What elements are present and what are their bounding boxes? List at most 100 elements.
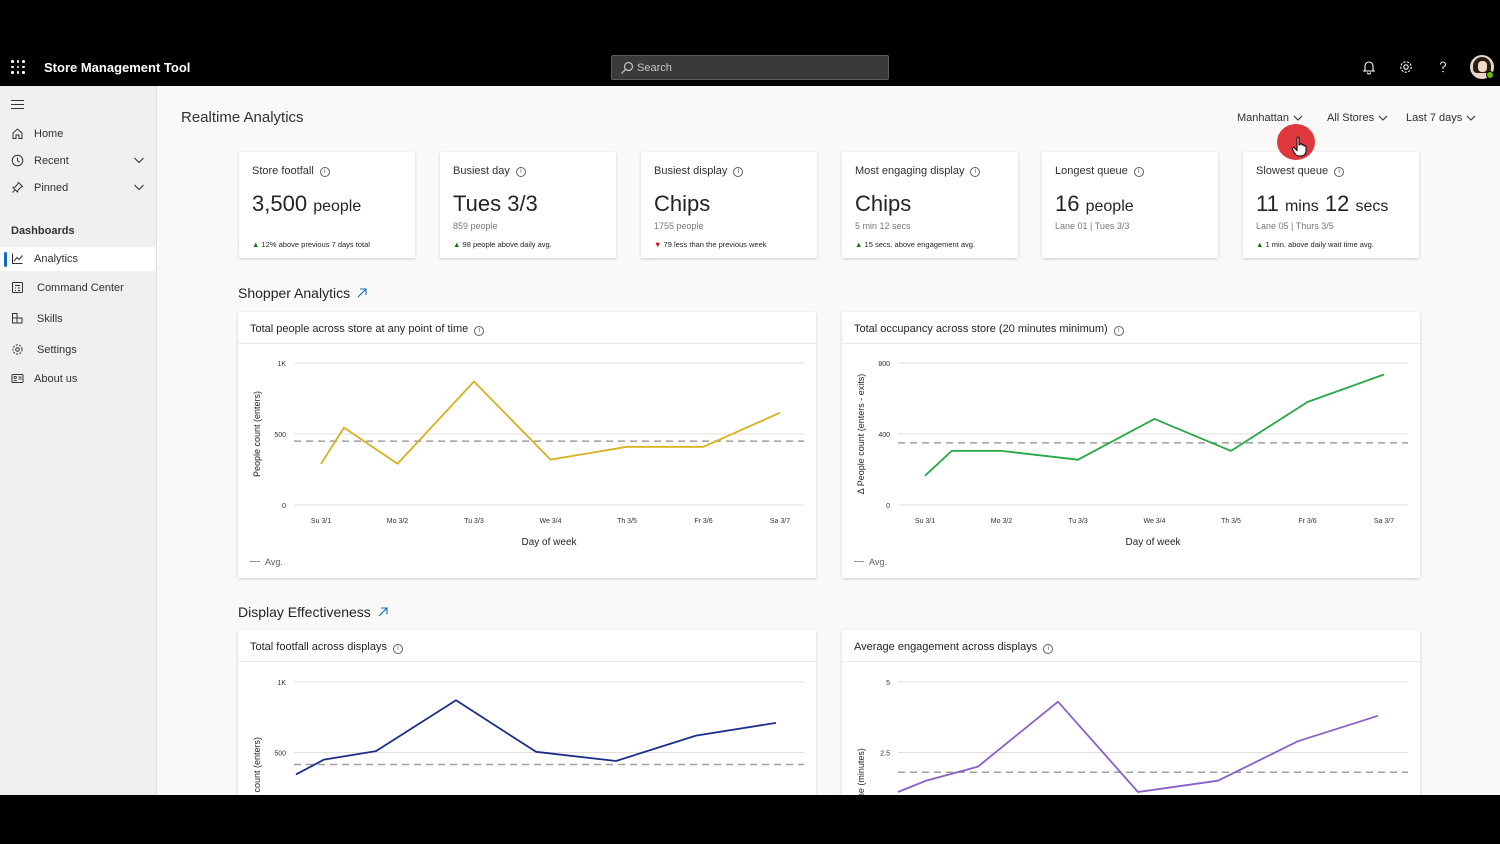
kpi-value: Tues 3/3 <box>453 191 538 216</box>
chart-card-display-engagement: Average engagement across displays i 2.5 5… <box>842 630 1420 795</box>
gear-icon[interactable] <box>1398 59 1414 75</box>
line-chart: 500 1K People count (enters) <box>252 680 804 795</box>
section-title-display-effectiveness[interactable]: Display Effectiveness <box>238 604 389 620</box>
line-chart: 2.5 5 Time (minutes) <box>856 680 1408 795</box>
sidebar-item-label: Pinned <box>34 182 69 194</box>
sidebar-item-home[interactable]: Home <box>0 122 156 146</box>
clock-icon <box>11 154 24 167</box>
x-tick-label: Tu 3/3 <box>1068 518 1088 525</box>
sidebar-item-analytics[interactable]: Analytics <box>0 247 156 271</box>
sidebar-item-skills[interactable]: Skills <box>0 307 156 331</box>
kpi-card-slowest-queue: Slowest queue i 11 mins 12 secs Lane 05 |… <box>1243 152 1419 258</box>
x-tick-label: Fr 3/6 <box>1298 518 1316 525</box>
series-line <box>320 380 781 465</box>
pin-icon <box>12 181 24 193</box>
filter-stores-dropdown[interactable]: All Stores <box>1327 112 1388 124</box>
trend-down-icon: ▼ <box>654 240 662 249</box>
info-icon[interactable]: i <box>1133 167 1144 177</box>
help-icon[interactable] <box>1435 59 1451 75</box>
y-tick-label: 800 <box>878 361 890 368</box>
open-external-arrow-icon[interactable] <box>356 287 368 299</box>
letterbox-bottom <box>0 795 1500 844</box>
puzzle-icon <box>12 313 23 324</box>
app-window: Store Management Tool Search Home Recent… <box>0 50 1500 795</box>
chevron-down-icon <box>1466 115 1476 121</box>
chart-card-total-people: Total people across store at any point o… <box>238 312 816 578</box>
sidebar-item-label: About us <box>34 373 78 385</box>
kpi-card-longest-queue: Longest queue i 16 people Lane 01 | Tues … <box>1042 152 1218 258</box>
info-icon[interactable]: i <box>319 167 330 177</box>
chart-legend-avg: Avg. <box>854 557 887 567</box>
kpi-value: Chips <box>855 191 912 216</box>
chart-title: Total occupancy across store (20 minutes… <box>854 323 1124 336</box>
sidebar-section-dashboards: Dashboards <box>11 225 75 237</box>
chevron-down-icon <box>1378 115 1388 121</box>
line-chart: 0 500 1K Su 3/1 Mo 3/2 Tu 3/3 We 3/4 Th 3/5 Fr 3… <box>252 361 804 548</box>
sidebar-item-label: Settings <box>37 344 77 356</box>
y-tick-label: 0 <box>886 503 890 510</box>
series-line <box>295 699 777 776</box>
search-input[interactable]: Search <box>611 55 889 80</box>
series-line <box>924 373 1385 477</box>
kpi-card-busiest-display: Busiest display i Chips 1755 people ▼ 79 … <box>641 152 817 258</box>
chevron-down-icon[interactable] <box>133 154 145 166</box>
sidebar-item-command-center[interactable]: Command Center <box>0 276 156 300</box>
x-tick-label: We 3/4 <box>1143 518 1165 525</box>
kpi-value: 11 mins 12 secs <box>1256 191 1389 216</box>
x-tick-label: Su 3/1 <box>311 518 331 525</box>
filter-label: Manhattan <box>1237 112 1289 124</box>
app-launcher-icon[interactable] <box>11 60 25 74</box>
chevron-down-icon <box>1293 115 1303 121</box>
y-axis-label: People count (enters) <box>252 737 262 795</box>
chart-icon <box>12 253 23 264</box>
kpi-trend: ▲ 15 secs. above engagement avg. <box>855 240 976 249</box>
kpi-title: Store footfall i <box>252 165 330 177</box>
y-tick-label: 0 <box>282 503 286 510</box>
info-icon[interactable]: i <box>474 326 485 336</box>
kpi-title: Busiest day i <box>453 165 526 177</box>
trend-up-icon: ▲ <box>453 240 461 249</box>
notification-bell-icon[interactable] <box>1361 59 1377 75</box>
sidebar-item-settings[interactable]: Settings <box>0 338 156 362</box>
sidebar-item-recent[interactable]: Recent <box>0 149 156 173</box>
section-title-shopper-analytics[interactable]: Shopper Analytics <box>238 285 368 301</box>
kpi-subtext: Lane 01 | Tues 3/3 <box>1055 221 1130 231</box>
kpi-subtext: Lane 05 | Thurs 3/5 <box>1256 221 1334 231</box>
calculator-icon <box>12 282 23 293</box>
kpi-value: Chips <box>654 191 711 216</box>
trend-up-icon: ▲ <box>252 240 260 249</box>
trend-up-icon: ▲ <box>1256 240 1264 249</box>
y-tick-label: 1K <box>277 680 286 687</box>
x-tick-label: Th 3/5 <box>1221 518 1241 525</box>
y-tick-label: 5 <box>886 680 890 687</box>
x-tick-label: Th 3/5 <box>617 518 637 525</box>
info-icon[interactable]: i <box>733 167 744 177</box>
info-icon[interactable]: i <box>970 167 981 177</box>
info-icon[interactable]: i <box>515 167 526 177</box>
contact-card-icon <box>11 374 24 383</box>
hamburger-menu-icon[interactable] <box>11 100 24 112</box>
open-external-arrow-icon[interactable] <box>377 606 389 618</box>
sidebar-item-about-us[interactable]: About us <box>0 367 156 391</box>
filter-date-range-dropdown[interactable]: Last 7 days <box>1406 112 1476 124</box>
info-icon[interactable]: i <box>1113 326 1124 336</box>
kpi-title: Slowest queue i <box>1256 165 1345 177</box>
info-icon[interactable]: i <box>1334 167 1345 177</box>
chart-card-display-footfall: Total footfall across displays i 500 1K Peo… <box>238 630 816 795</box>
chevron-down-icon[interactable] <box>133 181 145 193</box>
chart-title: Average engagement across displays i <box>854 641 1054 654</box>
sidebar-item-label: Skills <box>37 313 63 325</box>
x-tick-label: Sa 3/7 <box>770 518 790 525</box>
info-icon[interactable]: i <box>392 644 403 654</box>
search-icon <box>621 61 634 74</box>
y-tick-label: 2.5 <box>880 751 890 758</box>
chart-title: Total footfall across displays i <box>250 641 403 654</box>
filter-location-dropdown[interactable]: Manhattan <box>1237 112 1303 124</box>
sidebar-item-pinned[interactable]: Pinned <box>0 176 156 200</box>
sidebar-item-label: Analytics <box>34 253 79 265</box>
info-icon[interactable]: i <box>1043 644 1054 654</box>
user-avatar[interactable] <box>1470 55 1494 79</box>
y-tick-label: 400 <box>878 432 890 439</box>
x-tick-label: Fr 3/6 <box>694 518 712 525</box>
y-axis-label: People count (enters) <box>252 391 262 477</box>
